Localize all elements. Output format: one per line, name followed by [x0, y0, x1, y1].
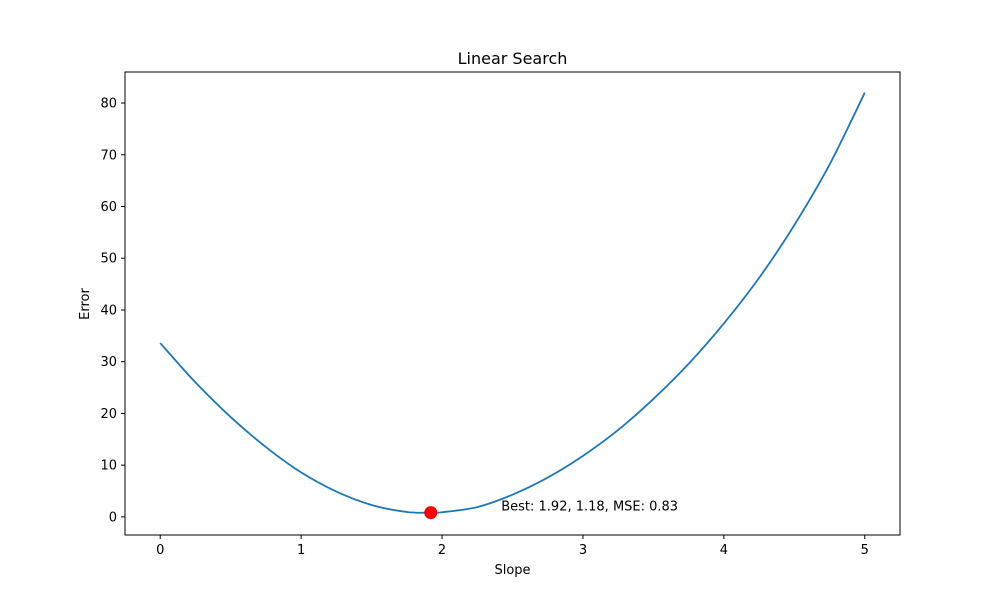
y-tick-label: 10 — [100, 459, 117, 474]
x-tick-label: 5 — [861, 543, 869, 558]
y-tick-label: 60 — [100, 200, 117, 215]
y-tick-label: 70 — [100, 148, 117, 163]
y-tick-label: 20 — [100, 407, 117, 422]
y-tick-label: 50 — [100, 252, 117, 267]
series-line — [159, 92, 866, 514]
x-axis-label: Slope — [494, 563, 530, 578]
best-point-marker — [424, 506, 438, 520]
x-tick-label: 3 — [579, 543, 587, 558]
y-tick-label: 40 — [100, 303, 117, 318]
y-tick-label: 0 — [109, 510, 117, 525]
y-tick-label: 30 — [100, 355, 117, 370]
y-axis-label: Error — [78, 288, 93, 320]
best-point-annotation: Best: 1.92, 1.18, MSE: 0.83 — [501, 500, 678, 515]
x-tick-label: 0 — [156, 543, 164, 558]
chart-title: Linear Search — [458, 49, 568, 68]
y-tick-label: 80 — [100, 97, 117, 112]
x-tick-label: 1 — [297, 543, 305, 558]
axes-frame — [124, 71, 901, 536]
x-tick-label: 2 — [438, 543, 446, 558]
x-tick-label: 4 — [720, 543, 728, 558]
